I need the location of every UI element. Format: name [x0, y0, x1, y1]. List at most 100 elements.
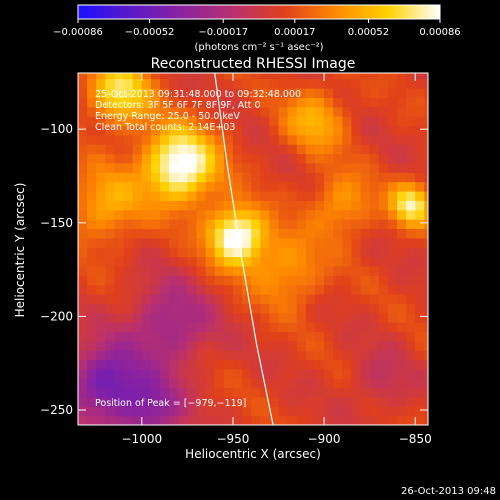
heatmap-cell — [387, 275, 398, 286]
heatmap-cell — [105, 153, 116, 164]
heatmap-cell — [87, 237, 97, 248]
heatmap-cell — [333, 162, 343, 173]
heatmap-cell — [223, 247, 234, 258]
heatmap-cell — [160, 293, 170, 304]
heatmap-cell — [242, 97, 252, 108]
heatmap-cell — [287, 396, 298, 407]
heatmap-cell — [324, 144, 334, 155]
heatmap-cell — [114, 78, 125, 89]
heatmap-cell — [369, 340, 380, 351]
heatmap-cell — [269, 265, 280, 276]
heatmap-cell — [387, 322, 398, 332]
heatmap-cell — [333, 219, 343, 230]
heatmap-cell — [305, 275, 316, 286]
heatmap-cell — [260, 293, 271, 304]
heatmap-cell — [278, 415, 289, 425]
heatmap-cell — [397, 312, 407, 323]
heatmap-cell — [387, 387, 398, 398]
heatmap-cell — [333, 293, 343, 304]
heatmap-cell — [141, 331, 152, 342]
heatmap-cell — [424, 368, 428, 379]
heatmap-cell — [387, 312, 398, 323]
heatmap-cell — [232, 162, 243, 173]
heatmap-cell — [169, 293, 179, 304]
heatmap-cell — [415, 200, 425, 211]
heatmap-cell — [196, 312, 207, 323]
heatmap-cell — [406, 125, 416, 136]
heatmap-cell — [132, 116, 143, 127]
heatmap-cell — [141, 87, 152, 98]
heatmap-cell — [406, 415, 416, 425]
heatmap-cell — [223, 303, 234, 314]
heatmap-cell — [424, 265, 428, 276]
heatmap-cell — [178, 190, 188, 201]
heatmap-cell — [278, 73, 289, 80]
heatmap-cell — [132, 387, 143, 398]
heatmap-cell — [232, 200, 243, 211]
heatmap-cell — [397, 275, 407, 286]
heatmap-cell — [242, 340, 252, 351]
heatmap-cell — [178, 134, 188, 145]
heatmap-cell — [397, 97, 407, 108]
heatmap-cell — [378, 144, 389, 155]
heatmap-cell — [141, 134, 152, 145]
heatmap-cell — [205, 237, 216, 248]
heatmap-cell — [269, 312, 280, 323]
heatmap-cell — [123, 284, 134, 295]
heatmap-cell — [141, 153, 152, 164]
heatmap-cell — [287, 116, 298, 127]
heatmap-cell — [296, 331, 307, 342]
heatmap-cell — [242, 153, 252, 164]
heatmap-cell — [369, 200, 380, 211]
heatmap-cell — [351, 350, 362, 361]
heatmap-cell — [251, 331, 261, 342]
heatmap-cell — [342, 293, 353, 304]
heatmap-cell — [232, 209, 243, 220]
heatmap-cell — [397, 387, 407, 398]
heatmap-cell — [232, 350, 243, 361]
heatmap-cell — [269, 368, 280, 379]
heatmap-cell — [160, 181, 170, 192]
heatmap-cell — [132, 162, 143, 173]
heatmap-cell — [305, 219, 316, 230]
heatmap-cell — [360, 209, 371, 220]
heatmap-cell — [314, 78, 325, 89]
heatmap-cell — [333, 172, 343, 183]
heatmap-cell — [424, 256, 428, 267]
heatmap-cell — [169, 134, 179, 145]
heatmap-cell — [378, 312, 389, 323]
heatmap-cell — [369, 106, 380, 117]
heatmap-cell — [169, 406, 179, 417]
heatmap-cell — [260, 378, 271, 389]
heatmap-cell — [351, 134, 362, 145]
heatmap-cell — [378, 387, 389, 398]
heatmap-cell — [305, 134, 316, 145]
heatmap-cell — [269, 331, 280, 342]
heatmap-cell — [132, 303, 143, 314]
heatmap-cell — [132, 406, 143, 417]
heatmap-cell — [424, 144, 428, 155]
heatmap-cell — [351, 125, 362, 136]
heatmap-cell — [260, 415, 271, 425]
heatmap-cell — [278, 237, 289, 248]
heatmap-cell — [324, 134, 334, 145]
heatmap-cell — [424, 73, 428, 80]
heatmap-cell — [132, 312, 143, 323]
heatmap-cell — [242, 265, 252, 276]
heatmap-cell — [424, 116, 428, 127]
heatmap-cell — [387, 73, 398, 80]
heatmap-cell — [397, 359, 407, 370]
heatmap-cell — [187, 284, 198, 295]
heatmap-cell — [242, 396, 252, 407]
heatmap-cell — [232, 134, 243, 145]
heatmap-cell — [160, 172, 170, 183]
heatmap-cell — [406, 237, 416, 248]
heatmap-cell — [105, 368, 116, 379]
heatmap-cell — [333, 228, 343, 239]
heatmap-cell — [369, 125, 380, 136]
heatmap-cell — [333, 87, 343, 98]
heatmap-cell — [406, 331, 416, 342]
heatmap-cell — [214, 359, 225, 370]
heatmap-cell — [369, 73, 380, 80]
heatmap-cell — [369, 97, 380, 108]
